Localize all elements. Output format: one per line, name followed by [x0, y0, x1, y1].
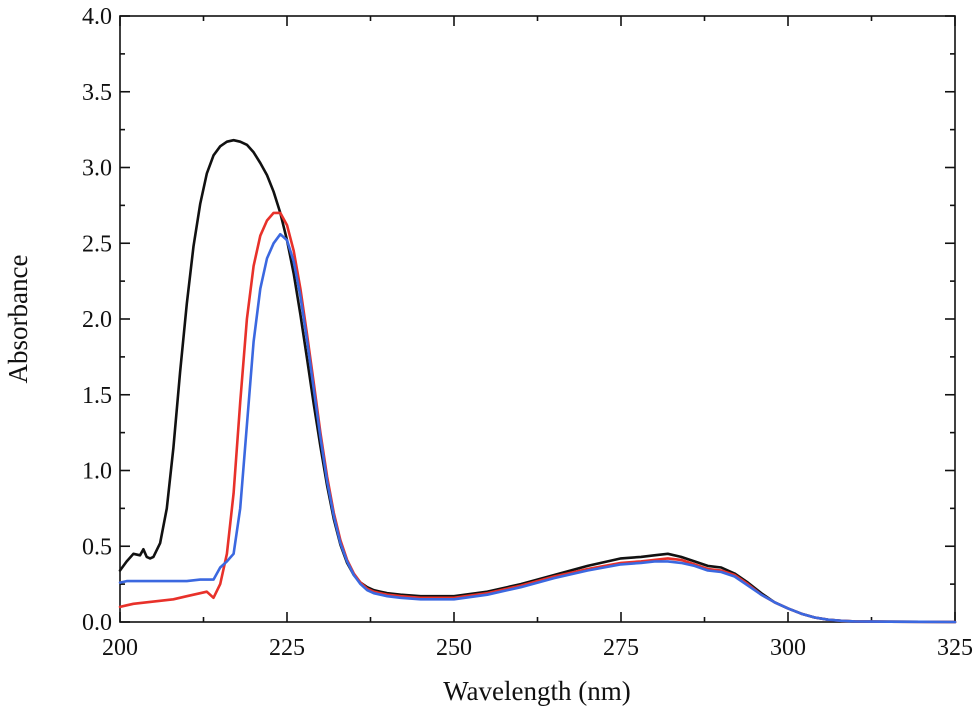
- x-tick-label: 300: [770, 635, 806, 661]
- y-tick-label: 4.0: [82, 4, 112, 30]
- series-group: [118, 138, 957, 624]
- y-tick-label: 1.0: [82, 459, 112, 485]
- y-tick-label: 2.0: [82, 307, 112, 333]
- y-tick-label: 2.5: [82, 231, 112, 257]
- series-line-black: [118, 138, 957, 624]
- x-tick-label: 325: [937, 635, 973, 661]
- plot-frame: [119, 15, 956, 623]
- y-axis-title: Absorbance: [3, 255, 33, 384]
- tick-labels: 200 225 250 275 300 325 0.0 0.5 1.0 1.5 2.0 2.5 3.0 3…: [82, 4, 973, 661]
- x-tick-label: 275: [603, 635, 639, 661]
- x-tick-label: 200: [102, 635, 138, 661]
- y-tick-label: 3.5: [82, 80, 112, 106]
- axis-ticks: [119, 15, 956, 623]
- y-tick-label: 0.0: [82, 610, 112, 636]
- x-tick-label: 225: [269, 635, 305, 661]
- x-tick-label: 250: [436, 635, 472, 661]
- y-tick-label: 1.5: [82, 383, 112, 409]
- series-line-blue: [118, 232, 957, 624]
- y-tick-label: 3.0: [82, 156, 112, 182]
- series-line-red: [118, 211, 957, 624]
- y-tick-label: 0.5: [82, 534, 112, 560]
- x-axis-title: Wavelength (nm): [443, 676, 631, 706]
